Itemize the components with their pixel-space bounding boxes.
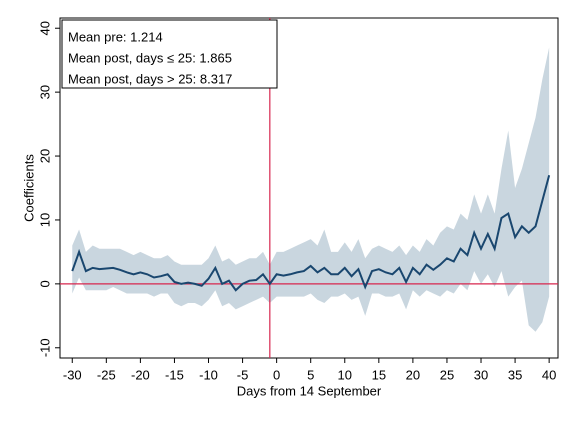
x-tick-label: -5 [237, 367, 249, 382]
annotation: Mean post, days ≤ 25: 1.865 [68, 50, 232, 65]
y-tick-label: 40 [37, 21, 52, 35]
x-tick-label: 5 [307, 367, 314, 382]
coefficient-line [71, 174, 551, 292]
y-tick-label: 30 [37, 85, 52, 99]
x-tick-label: 30 [474, 367, 488, 382]
x-tick-label: -25 [97, 367, 116, 382]
y-axis-label: Coefficients [21, 154, 36, 222]
x-tick-label: 0 [273, 367, 280, 382]
x-tick-label: 25 [440, 367, 454, 382]
annotation: Mean post, days > 25: 8.317 [68, 71, 232, 86]
y-tick-label: 0 [37, 280, 52, 287]
x-tick-label: -15 [165, 367, 184, 382]
annotation: Mean pre: 1.214 [68, 29, 163, 44]
confidence-band [72, 47, 550, 332]
y-tick-label: -10 [37, 338, 52, 357]
x-tick-label: 20 [406, 367, 420, 382]
x-axis-label: Days from 14 September [237, 383, 382, 398]
x-tick-label: -30 [63, 367, 82, 382]
y-tick-label: 20 [37, 149, 52, 163]
x-tick-label: 10 [338, 367, 352, 382]
x-tick-label: 35 [508, 367, 522, 382]
x-tick-label: -10 [199, 367, 218, 382]
x-tick-label: 40 [542, 367, 556, 382]
x-tick-label: -20 [131, 367, 150, 382]
y-tick-label: 10 [37, 213, 52, 227]
annotation-box [61, 19, 278, 89]
x-tick-label: 15 [372, 367, 386, 382]
